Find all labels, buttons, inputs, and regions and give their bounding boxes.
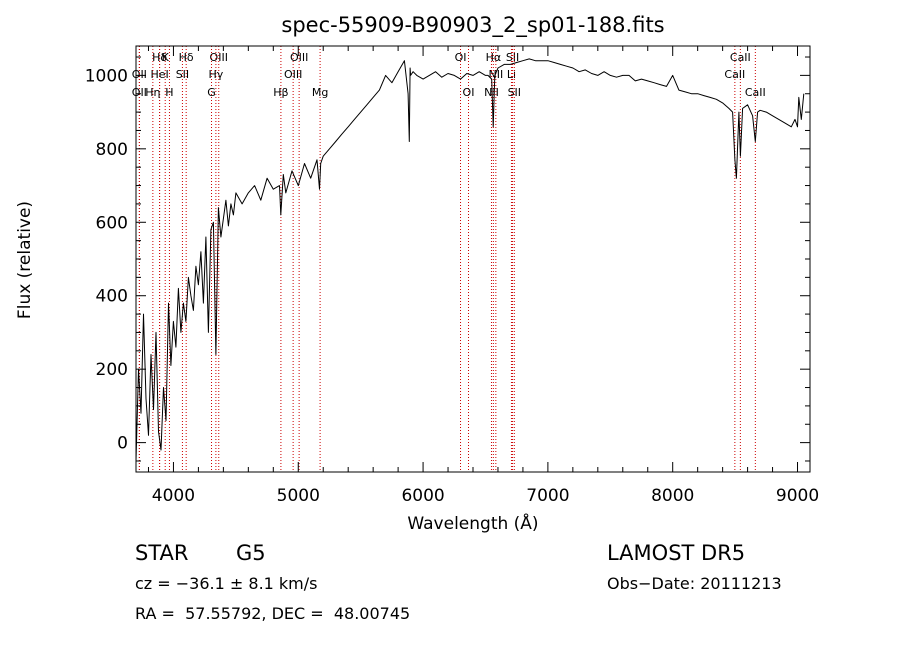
- x-tick-label-9000: 9000: [776, 486, 819, 506]
- marker-label-13: OIII: [284, 68, 302, 81]
- radial-velocity: cz = −36.1 ± 8.1 km/s: [135, 574, 318, 593]
- marker-label-24: NII: [484, 86, 499, 99]
- x-tick-label-8000: 8000: [651, 486, 694, 506]
- marker-label-2: Hδ: [179, 51, 194, 64]
- object-class: STAR: [135, 541, 189, 565]
- marker-label-11: SII: [176, 68, 189, 81]
- marker-label-7: SII: [506, 51, 519, 64]
- marker-label-10: HeI: [150, 68, 168, 81]
- marker-label-15: Li: [507, 68, 516, 81]
- x-axis-label: Wavelength (Å): [407, 512, 538, 534]
- y-tick-label-1000: 1000: [85, 66, 128, 86]
- marker-label-14: NII: [488, 68, 503, 81]
- marker-label-1: K: [162, 51, 170, 64]
- marker-label-6: Hα: [486, 51, 502, 64]
- marker-label-26: CaII: [745, 86, 766, 99]
- marker-label-8: CaII: [730, 51, 751, 64]
- marker-label-5: OI: [455, 51, 467, 64]
- spectrum-series: [135, 58, 805, 462]
- marker-label-21: Hβ: [273, 86, 288, 99]
- y-tick-label-200: 200: [96, 360, 128, 380]
- y-tick-label-0: 0: [117, 434, 128, 454]
- plot-frame: [135, 45, 811, 473]
- x-axis-ticks: 4000 5000 6000 7000 8000 9000: [147, 46, 819, 506]
- marker-label-23: OI: [463, 86, 475, 99]
- marker-label-16: CaII: [724, 68, 745, 81]
- marker-label-18: Hη: [145, 86, 160, 99]
- marker-label-20: G: [207, 86, 216, 99]
- survey-name: LAMOST DR5: [607, 541, 746, 565]
- y-axis-ticks: 0 200 400 600 800 1000: [85, 56, 810, 462]
- marker-label-25: SII: [508, 86, 521, 99]
- object-subclass: G5: [236, 541, 266, 565]
- spectrum-line-0: [135, 58, 805, 462]
- marker-label-0: Hδ: [152, 51, 167, 64]
- x-tick-label-7000: 7000: [526, 486, 569, 506]
- marker-label-3: OIII: [210, 51, 228, 64]
- x-tick-label-6000: 6000: [401, 486, 444, 506]
- y-tick-label-400: 400: [96, 287, 128, 307]
- y-tick-label-800: 800: [96, 140, 128, 160]
- y-axis-label: Flux (relative): [15, 201, 35, 319]
- marker-label-19: H: [165, 86, 173, 99]
- chart-title: spec-55909-B90903_2_sp01-188.fits: [281, 13, 664, 38]
- observation-date: Obs−Date: 20111213: [607, 574, 782, 593]
- coordinates: RA = 57.55792, DEC = 48.00745: [135, 604, 411, 623]
- x-tick-label-4000: 4000: [152, 486, 195, 506]
- x-tick-label-5000: 5000: [277, 486, 320, 506]
- marker-label-4: OIII: [290, 51, 308, 64]
- marker-label-22: Mg: [312, 86, 328, 99]
- marker-label-12: Hγ: [208, 68, 223, 81]
- y-tick-label-600: 600: [96, 213, 128, 233]
